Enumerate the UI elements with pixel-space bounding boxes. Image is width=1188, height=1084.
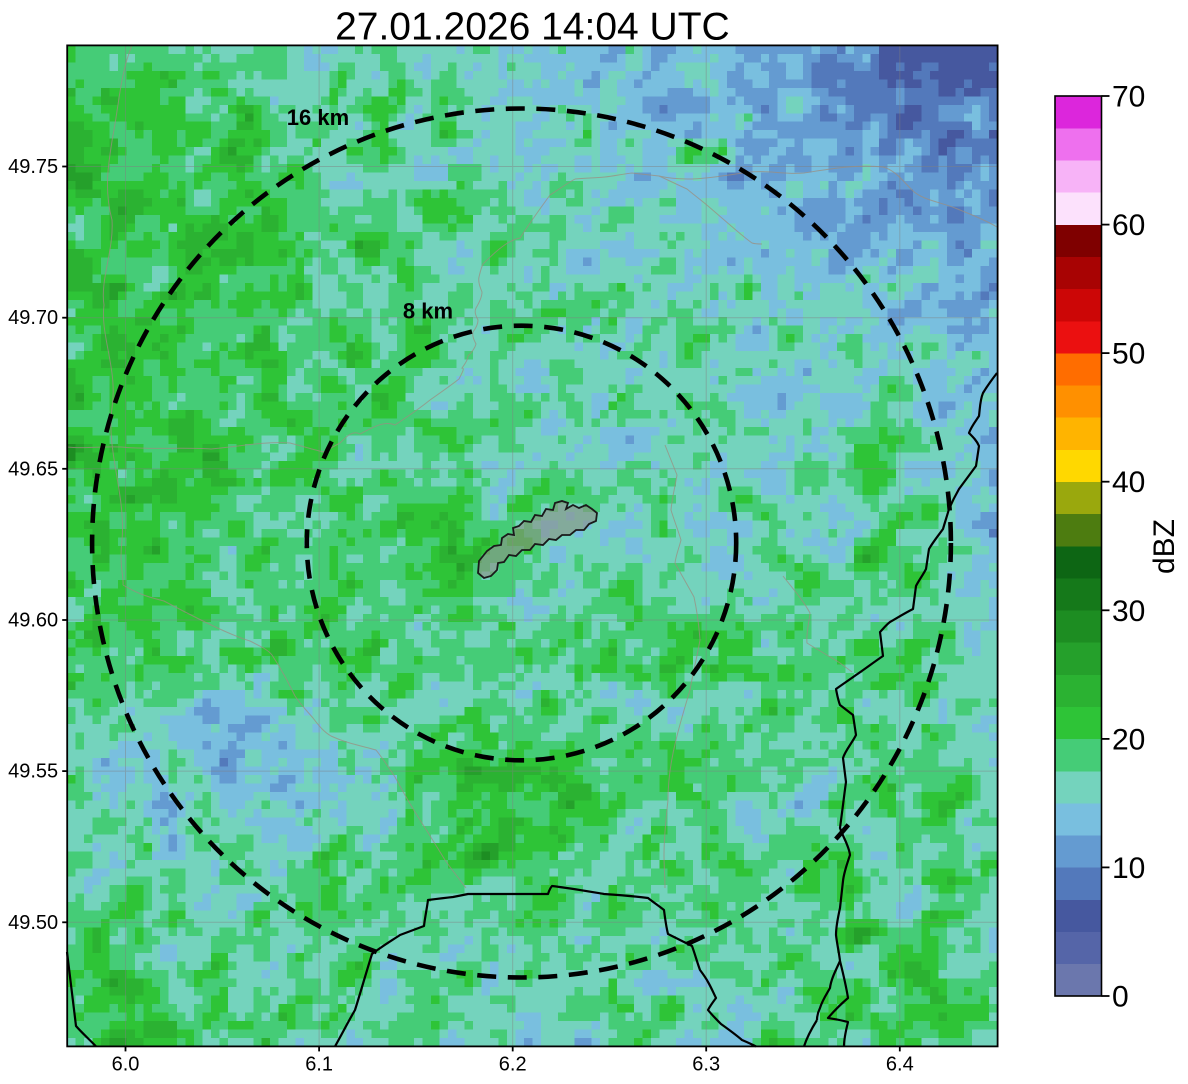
svg-text:40: 40 <box>1112 466 1145 499</box>
svg-text:6.3: 6.3 <box>692 1054 720 1076</box>
svg-text:dBZ: dBZ <box>1148 519 1181 574</box>
svg-text:60: 60 <box>1112 209 1145 242</box>
svg-text:0: 0 <box>1112 981 1129 1014</box>
svg-text:16 km: 16 km <box>287 105 349 130</box>
svg-text:49.50: 49.50 <box>8 912 58 934</box>
svg-text:6.2: 6.2 <box>499 1054 527 1076</box>
svg-text:30: 30 <box>1112 595 1145 628</box>
svg-text:49.55: 49.55 <box>8 761 58 783</box>
svg-text:27.01.2026 14:04 UTC: 27.01.2026 14:04 UTC <box>335 6 730 49</box>
svg-text:6.1: 6.1 <box>305 1054 333 1076</box>
svg-text:49.70: 49.70 <box>8 307 58 329</box>
svg-text:49.75: 49.75 <box>8 156 58 178</box>
svg-text:49.60: 49.60 <box>8 610 58 632</box>
svg-text:6.4: 6.4 <box>886 1054 914 1076</box>
svg-text:20: 20 <box>1112 723 1145 756</box>
svg-text:8 km: 8 km <box>403 299 453 324</box>
svg-text:70: 70 <box>1112 81 1145 114</box>
svg-text:50: 50 <box>1112 338 1145 371</box>
svg-text:49.65: 49.65 <box>8 458 58 480</box>
svg-text:10: 10 <box>1112 852 1145 885</box>
svg-text:6.0: 6.0 <box>112 1054 140 1076</box>
